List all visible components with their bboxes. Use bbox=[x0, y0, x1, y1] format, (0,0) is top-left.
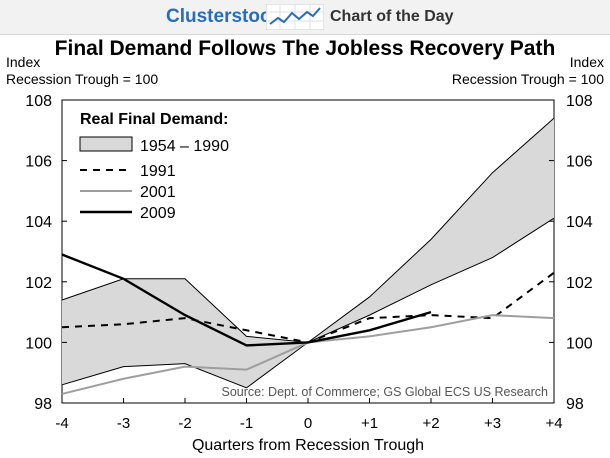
y-tick-label-left: 104 bbox=[25, 214, 52, 231]
y-tick-label-right: 104 bbox=[566, 214, 593, 231]
right-axis-label-line: Recession Trough = 100 bbox=[451, 71, 604, 87]
y-tick-label-right: 98 bbox=[566, 396, 584, 413]
y-tick-label-right: 108 bbox=[566, 93, 593, 110]
chart-title: Final Demand Follows The Jobless Recover… bbox=[54, 37, 556, 60]
band-1954-1990 bbox=[62, 118, 554, 388]
x-tick-label: -3 bbox=[117, 415, 130, 432]
left-axis-label-line: Recession Trough = 100 bbox=[6, 71, 159, 87]
x-tick-label: 0 bbox=[304, 415, 312, 432]
right-axis-label: Index Recession Trough = 100 bbox=[452, 54, 604, 88]
x-tick-label: -1 bbox=[240, 415, 253, 432]
x-tick-label: +1 bbox=[361, 415, 378, 432]
y-tick-label-left: 108 bbox=[25, 93, 52, 110]
legend-label: 2009 bbox=[140, 205, 176, 222]
brand-name: Clusterstock bbox=[166, 6, 282, 27]
series-line-2009 bbox=[61, 253, 432, 347]
right-axis-label-line: Index bbox=[569, 54, 604, 70]
x-axis-title: Quarters from Recession Trough bbox=[192, 437, 424, 454]
x-tick-label: +2 bbox=[422, 415, 439, 432]
legend-label: 2001 bbox=[140, 184, 176, 201]
x-tick-label: +4 bbox=[545, 415, 562, 432]
legend-title: Real Final Demand: bbox=[80, 111, 228, 128]
y-tick-label-left: 98 bbox=[34, 396, 52, 413]
legend-swatch-band bbox=[79, 136, 133, 152]
trend-line-icon bbox=[266, 4, 324, 30]
y-tick-label-right: 100 bbox=[566, 335, 593, 352]
x-tick-label: +3 bbox=[484, 415, 501, 432]
left-axis-label: Index Recession Trough = 100 bbox=[6, 54, 158, 88]
x-tick-label: -2 bbox=[178, 415, 191, 432]
section-name: Chart of the Day bbox=[330, 8, 454, 25]
y-tick-label-left: 102 bbox=[25, 275, 52, 292]
y-tick-label-left: 106 bbox=[25, 154, 52, 171]
y-tick-label-right: 102 bbox=[566, 275, 593, 292]
source-note: Source: Dept. of Commerce; GS Global ECS… bbox=[221, 385, 548, 399]
legend-label: 1954 – 1990 bbox=[140, 138, 229, 155]
left-axis-label-line: Index bbox=[6, 54, 41, 70]
header-banner: Clusterstock Chart of the Day bbox=[0, 0, 610, 35]
x-tick-label: -4 bbox=[55, 415, 68, 432]
legend-label: 1991 bbox=[140, 163, 176, 180]
y-tick-label-left: 100 bbox=[25, 335, 52, 352]
y-tick-label-right: 106 bbox=[566, 154, 593, 171]
